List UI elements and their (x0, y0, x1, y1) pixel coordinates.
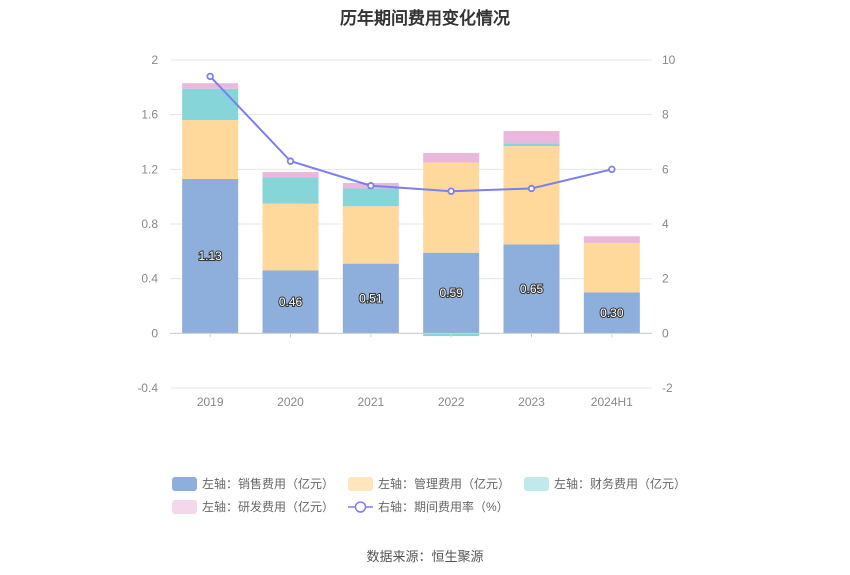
legend-label-rate: 右轴：期间费用率（%） (378, 500, 509, 514)
legend-swatch-admin (348, 476, 374, 491)
legend-swatch-rd (172, 499, 197, 514)
legend-row-2: 左轴：研发费用（亿元） 右轴：期间费用率（%） (172, 495, 712, 518)
point-expense-rate (367, 182, 375, 190)
source-note: 数据来源：恒生聚源 (366, 549, 484, 564)
bar-admin (583, 243, 640, 293)
legend-swatch-finance (524, 476, 550, 491)
bar-rd (182, 83, 239, 89)
bar-rd (503, 131, 560, 144)
legend-label-finance: 左轴：财务费用（亿元） (554, 477, 687, 491)
legend-label-admin: 左轴：管理费用（亿元） (378, 477, 511, 491)
chart-title: 历年期间费用变化情况 (340, 9, 510, 28)
bar-sales (503, 244, 560, 334)
left-axis-tick-label: 0.4 (141, 272, 158, 286)
point-expense-rate (608, 165, 616, 174)
right-axis-tick-label: 8 (662, 108, 669, 122)
point-expense-rate (447, 187, 455, 195)
x-axis-tick-label: 2024H1 (591, 395, 633, 409)
data-label-sales: 1.13 (198, 249, 222, 263)
legend-swatch-sales (172, 476, 197, 491)
data-label-sales: 0.51 (359, 291, 383, 305)
x-axis-tick-label: 2019 (197, 395, 224, 409)
bar-sales (342, 263, 399, 334)
x-axis-tick-label: 2023 (518, 395, 545, 409)
right-axis-tick-label: 4 (662, 217, 669, 231)
point-expense-rate (206, 72, 214, 81)
bar-finance (503, 143, 560, 147)
legend-row-1: 左轴：销售费用（亿元） 左轴：管理费用（亿元） 左轴：财务费用（亿元） (172, 472, 712, 495)
right-axis-tick-label: 6 (662, 162, 669, 176)
left-axis-tick-label: 0.8 (141, 217, 158, 231)
left-axis-tick-label: 1.6 (141, 108, 158, 122)
right-axis-tick-label: -2 (662, 381, 673, 395)
legend-item-sales[interactable]: 左轴：销售费用（亿元） (172, 475, 334, 492)
legend-item-admin[interactable]: 左轴：管理费用（亿元） (348, 475, 510, 492)
left-axis-tick-label: 0 (151, 326, 158, 340)
x-axis-tick-label: 2021 (357, 395, 384, 409)
point-expense-rate (286, 157, 295, 165)
bar-rd (583, 236, 640, 244)
chart-canvas: -0.4 0 0.4 0.8 1.2 1.6 2 -2 0 2 4 6 8 10 2019 2020 2021 2… (137, 53, 676, 409)
legend-item-rate[interactable]: 右轴：期间费用率（%） (348, 498, 509, 515)
data-label-sales: 0.59 (439, 286, 463, 300)
point-expense-rate (527, 184, 536, 193)
data-label-sales: 0.46 (279, 295, 303, 309)
left-axis-tick-label: 2 (151, 53, 158, 67)
bar-admin (342, 206, 399, 264)
bar-admin (503, 146, 560, 245)
right-axis-tick-label: 2 (662, 272, 669, 286)
bar-finance (342, 188, 399, 207)
data-label-sales: 0.30 (600, 306, 624, 320)
bar-rd (262, 172, 319, 178)
bar-finance (262, 177, 319, 204)
legend-item-rd[interactable]: 左轴：研发费用（亿元） (172, 498, 334, 515)
legend-label-rd: 左轴：研发费用（亿元） (202, 500, 335, 514)
right-axis-tick-label: 10 (662, 53, 676, 67)
bar-sales (423, 252, 480, 334)
bar-sales (583, 292, 640, 334)
legend-item-finance[interactable]: 左轴：财务费用（亿元） (524, 475, 686, 492)
x-axis-tick-label: 2022 (438, 395, 465, 409)
bar-admin (423, 162, 480, 253)
right-axis-tick-label: 0 (662, 326, 669, 340)
data-label-sales: 0.65 (520, 282, 544, 296)
left-axis-tick-label: 1.2 (141, 162, 158, 176)
bar-finance (182, 88, 239, 121)
bar-admin (262, 203, 319, 271)
legend: 左轴：销售费用（亿元） 左轴：管理费用（亿元） 左轴：财务费用（亿元） 左轴：研… (172, 472, 712, 518)
bar-admin (182, 120, 239, 179)
left-axis-tick-label: -0.4 (137, 381, 158, 395)
bar-rd (423, 152, 480, 163)
bar-sales (262, 270, 319, 334)
x-axis-tick-label: 2020 (277, 395, 304, 409)
line-expense-rate (209, 75, 613, 193)
legend-swatch-rate (348, 500, 374, 513)
legend-label-sales: 左轴：销售费用（亿元） (202, 477, 335, 491)
bar-sales (182, 178, 239, 334)
